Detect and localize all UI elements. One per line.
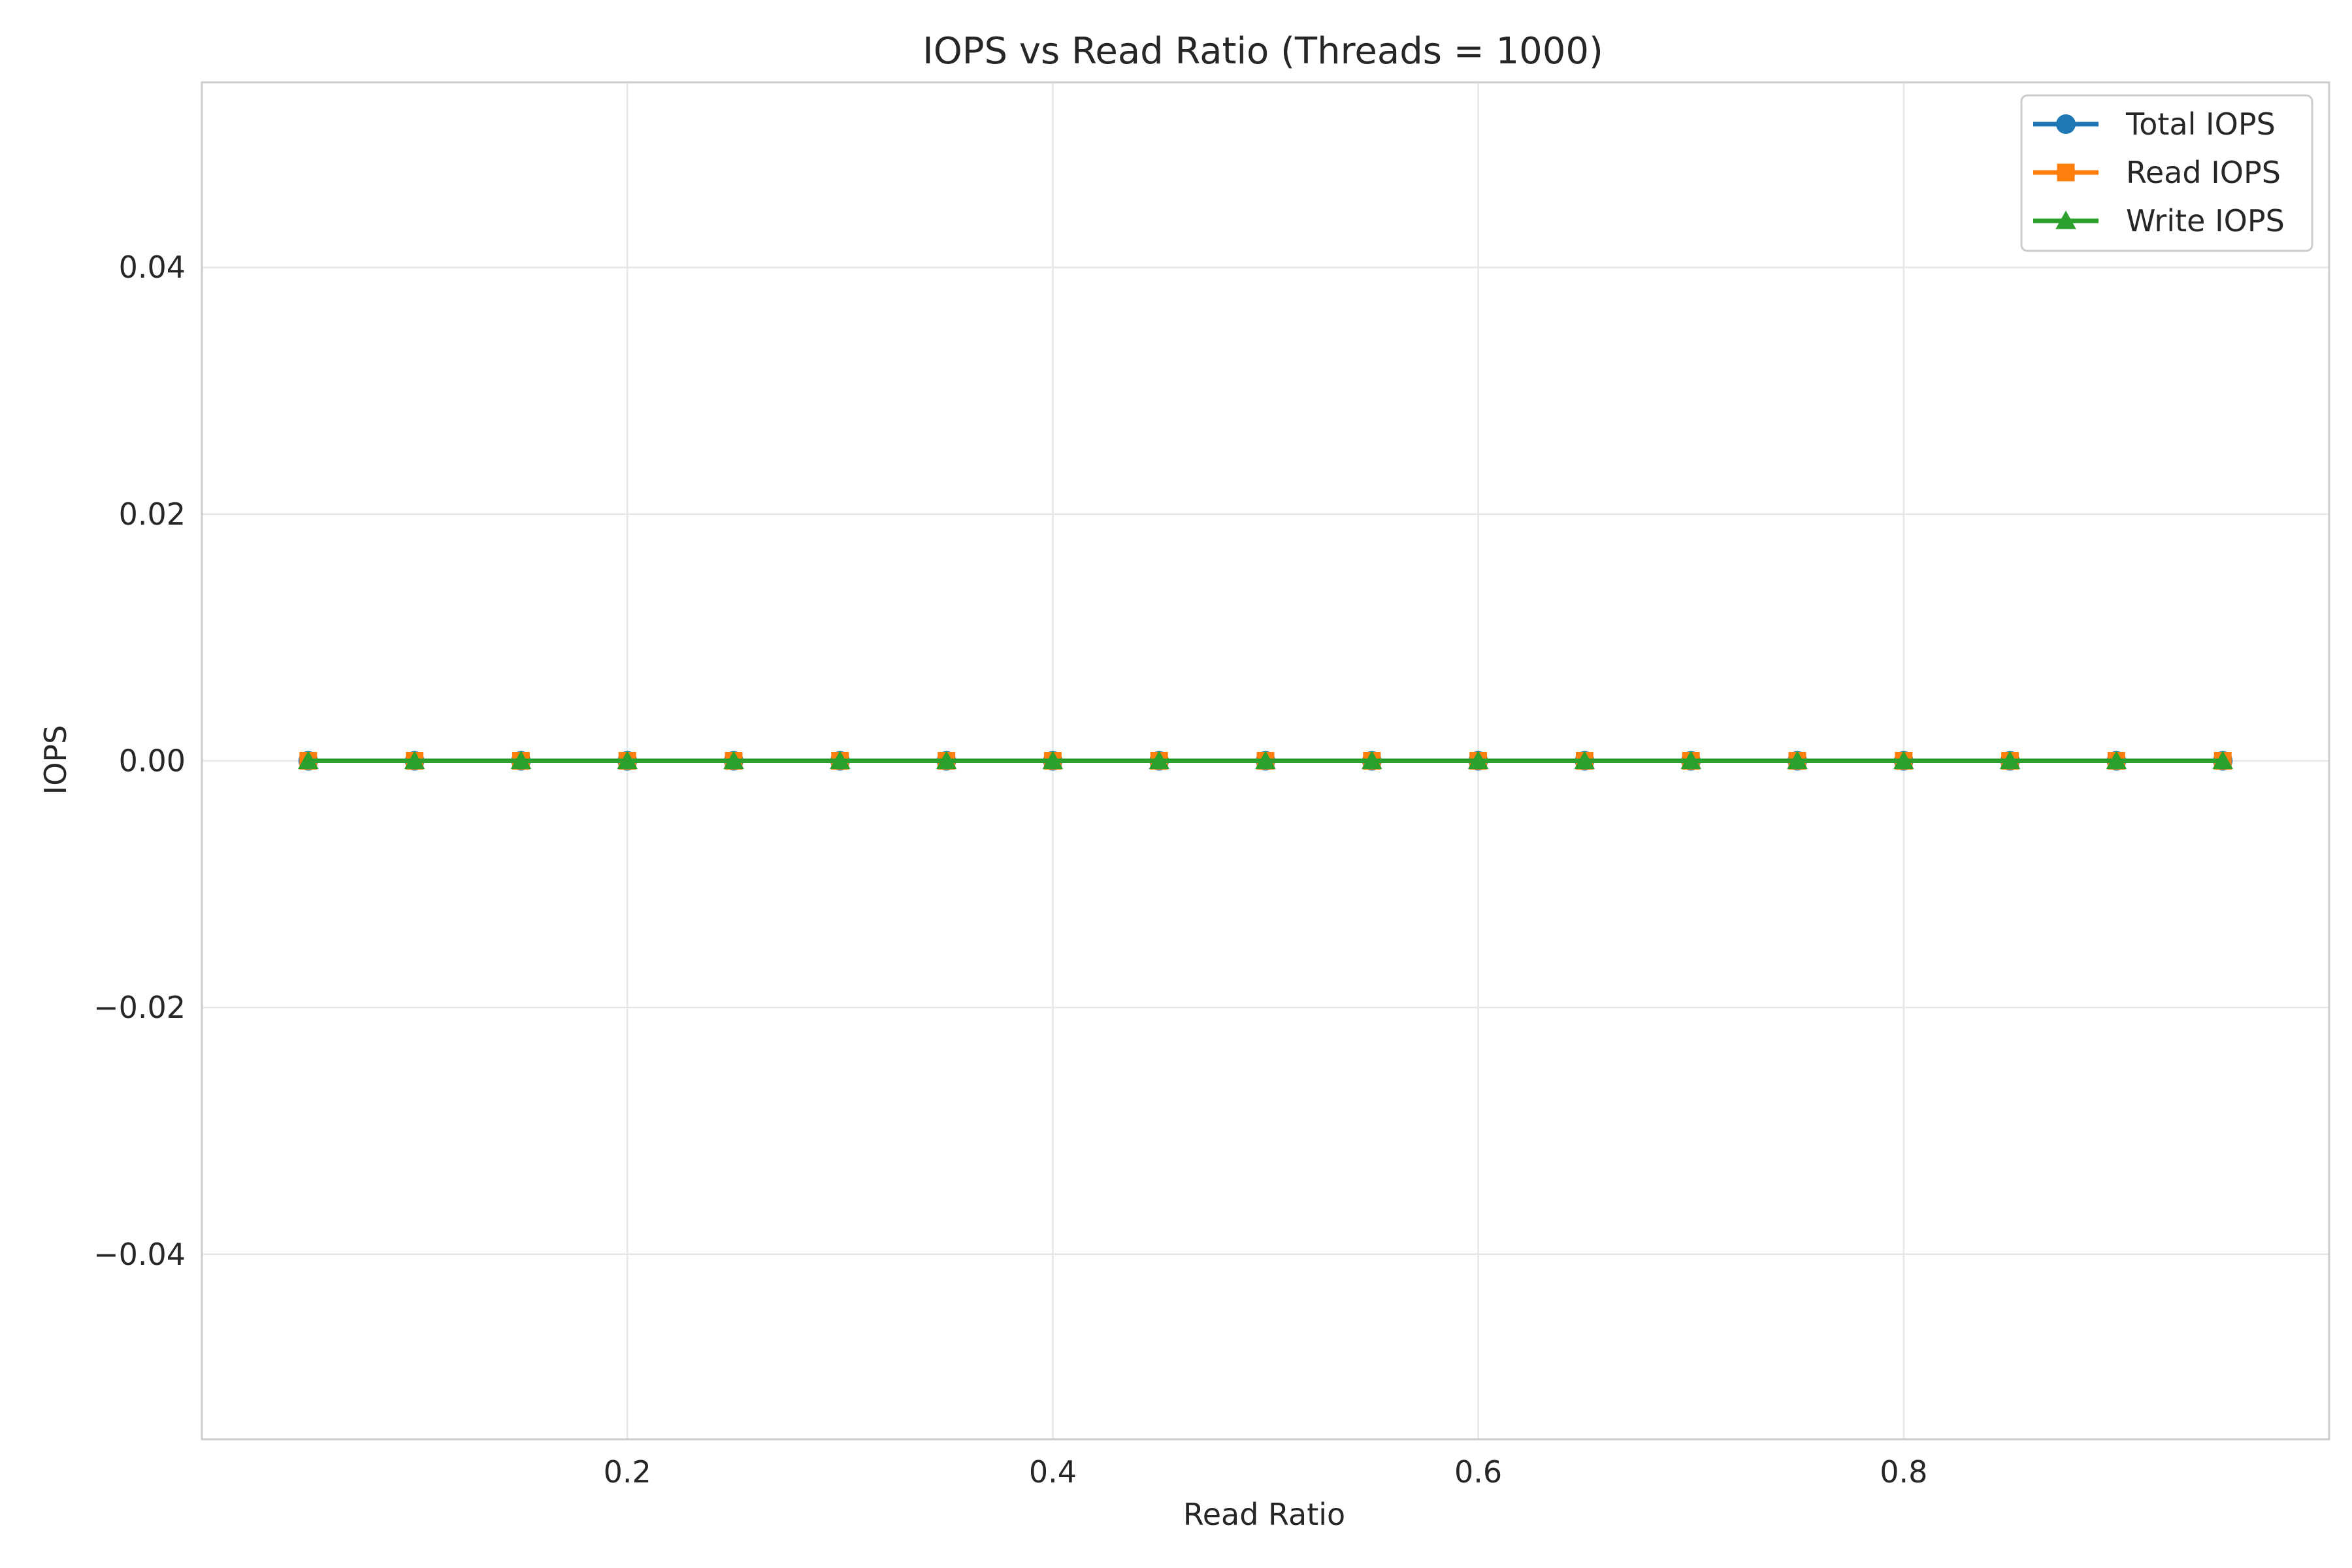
write-iops-point bbox=[830, 750, 851, 770]
write-iops-point bbox=[1255, 750, 1276, 770]
y-axis-label: IOPS bbox=[38, 725, 73, 795]
x-tick-label: 0.4 bbox=[1029, 1454, 1077, 1490]
write-iops-point bbox=[1042, 750, 1064, 770]
legend-label-write-iops: Write IOPS bbox=[2126, 203, 2285, 238]
series-write-iops bbox=[298, 750, 2233, 770]
plot-area-frame bbox=[201, 81, 2330, 1441]
write-iops-point bbox=[1999, 750, 2021, 770]
write-iops-point bbox=[1149, 750, 1169, 770]
legend-marker-total-iops bbox=[2056, 114, 2076, 134]
write-iops-point bbox=[298, 750, 319, 770]
legend-label-total-iops: Total IOPS bbox=[2125, 106, 2276, 142]
write-iops-point bbox=[2212, 750, 2233, 770]
write-iops-point bbox=[936, 750, 957, 770]
write-iops-point bbox=[1574, 750, 1595, 770]
legend-marker-read-iops bbox=[2057, 163, 2075, 182]
legend-item-total-iops[interactable]: Total IOPS bbox=[2033, 106, 2276, 142]
y-tick-label: 0.02 bbox=[119, 497, 186, 532]
write-iops-point bbox=[1362, 750, 1382, 770]
write-iops-point bbox=[1893, 750, 1914, 770]
write-iops-point bbox=[404, 750, 425, 770]
x-tick-label: 0.8 bbox=[1880, 1454, 1927, 1490]
write-iops-point bbox=[2106, 750, 2127, 770]
write-iops-point bbox=[1467, 750, 1489, 770]
y-tick-label: −0.02 bbox=[93, 990, 186, 1025]
legend-item-read-iops[interactable]: Read IOPS bbox=[2033, 155, 2281, 190]
write-iops-point bbox=[510, 750, 532, 770]
x-tick-label: 0.2 bbox=[604, 1454, 651, 1490]
y-tick-label: 0.04 bbox=[119, 250, 186, 285]
legend-frame bbox=[2020, 94, 2313, 252]
y-tick-label: −0.04 bbox=[93, 1237, 186, 1272]
legend-label-read-iops: Read IOPS bbox=[2126, 155, 2281, 190]
chart-title: IOPS vs Read Ratio (Threads = 1000) bbox=[923, 30, 1603, 73]
y-tick-label: 0.00 bbox=[119, 743, 186, 779]
legend-marker-write-iops bbox=[2055, 210, 2076, 229]
write-iops-point bbox=[617, 750, 638, 770]
x-axis-label: Read Ratio bbox=[1183, 1497, 1345, 1532]
legend-item-write-iops[interactable]: Write IOPS bbox=[2033, 203, 2285, 238]
series-layer bbox=[298, 750, 2233, 771]
legend[interactable]: Total IOPS Read IOPS Write IOPS bbox=[2020, 94, 2313, 252]
x-tick-label: 0.6 bbox=[1454, 1454, 1502, 1490]
write-iops-point bbox=[1787, 750, 1808, 770]
tick-labels: 0.2 0.4 0.6 0.8 0.04 0.02 0.00 −0.02 −0.04 bbox=[93, 250, 1927, 1490]
write-iops-point bbox=[723, 750, 744, 770]
write-iops-point bbox=[1680, 750, 1701, 770]
